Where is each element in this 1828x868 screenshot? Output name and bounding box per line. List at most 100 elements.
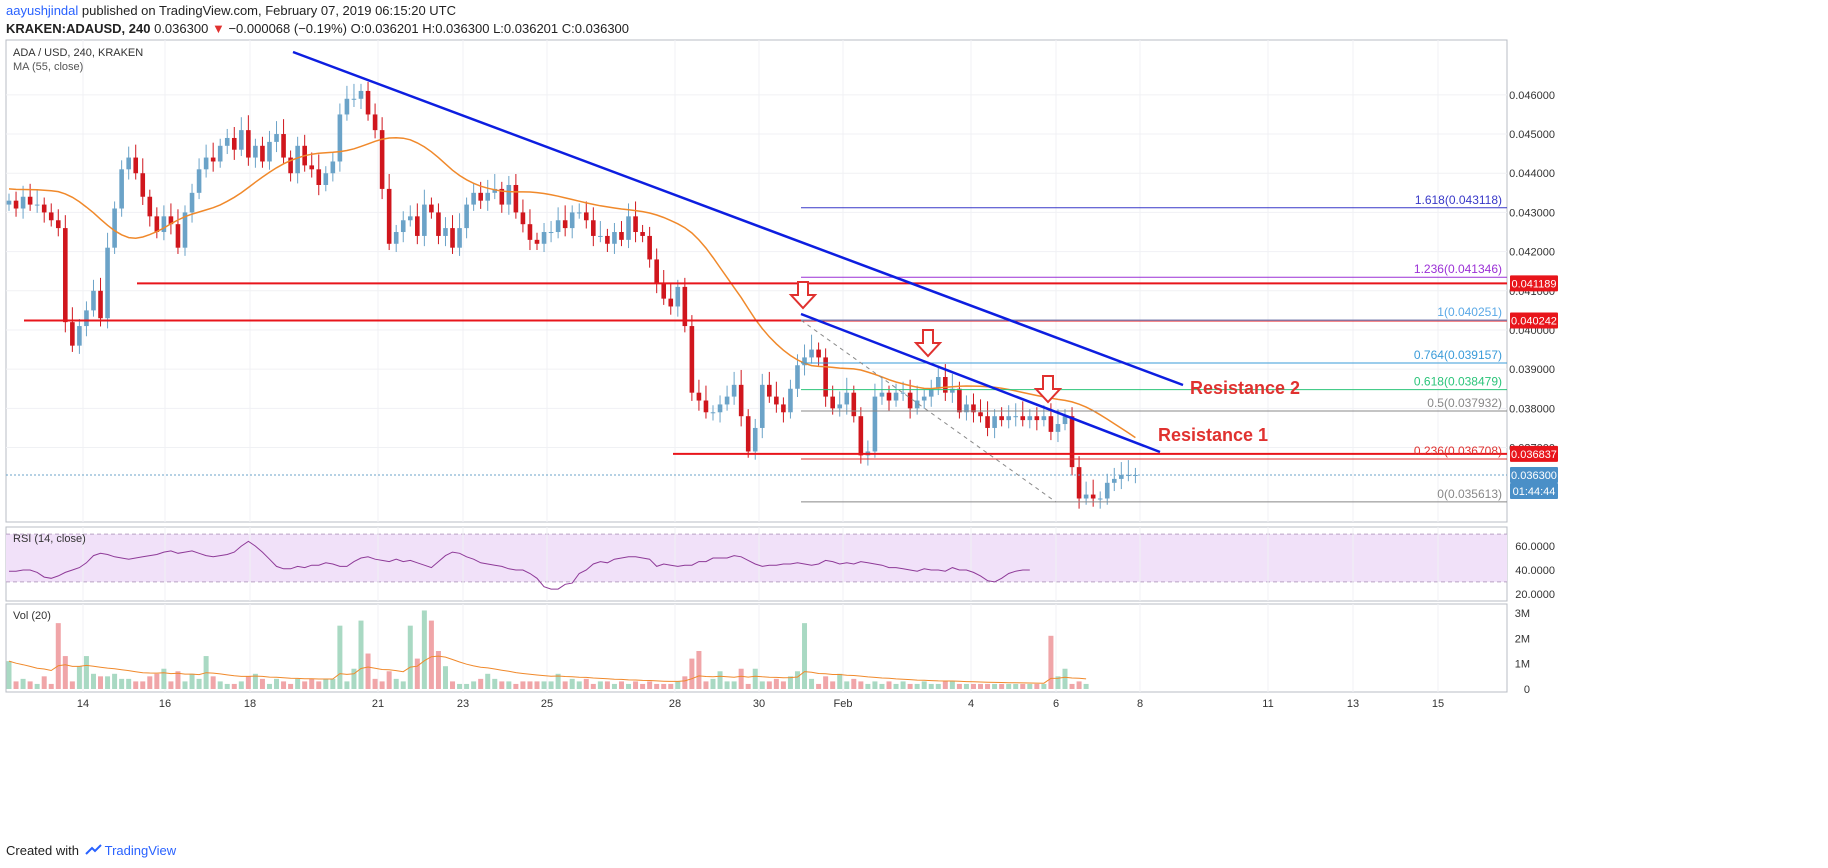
candle-body bbox=[471, 192, 476, 205]
candle-body bbox=[140, 173, 146, 197]
candle-body bbox=[1126, 474, 1131, 476]
volume-bar bbox=[133, 681, 139, 689]
candle-body bbox=[239, 130, 244, 150]
volume-bar bbox=[266, 683, 272, 689]
resistance-1-label: Resistance 1 bbox=[1158, 425, 1268, 445]
candle-body bbox=[851, 392, 857, 417]
volume-bar bbox=[555, 673, 561, 689]
y-tick-label: 0.046000 bbox=[1509, 90, 1555, 102]
volume-bar bbox=[1041, 683, 1047, 689]
rsi-band bbox=[6, 534, 1507, 582]
down-arrow-icon: ▼ bbox=[211, 21, 225, 36]
volume-bar bbox=[126, 678, 132, 689]
x-tick-label: 28 bbox=[669, 698, 681, 710]
volume-bar bbox=[956, 683, 962, 689]
candle-body bbox=[203, 157, 209, 170]
candle-body bbox=[6, 200, 12, 205]
volume-bar bbox=[935, 683, 941, 689]
y-tick-label: 0.042000 bbox=[1509, 247, 1555, 259]
candle-body bbox=[196, 169, 202, 193]
candle-body bbox=[682, 286, 688, 327]
candle-body bbox=[886, 392, 892, 401]
candle-body bbox=[379, 130, 385, 189]
volume-bar bbox=[168, 681, 174, 689]
candle-body bbox=[710, 412, 716, 414]
x-tick-label: Feb bbox=[834, 698, 853, 710]
candle-body bbox=[105, 247, 110, 319]
candle-body bbox=[914, 400, 920, 409]
volume-bar bbox=[400, 681, 406, 689]
volume-bar bbox=[590, 683, 596, 689]
candle-body bbox=[295, 145, 300, 174]
candle-body bbox=[492, 188, 498, 193]
candle-body bbox=[70, 322, 75, 346]
volume-bar bbox=[893, 683, 899, 689]
candle-body bbox=[935, 377, 941, 389]
candle-body bbox=[112, 208, 117, 248]
candle-body bbox=[816, 349, 821, 358]
tradingview-logo-icon bbox=[84, 844, 102, 855]
volume-bar bbox=[703, 681, 709, 689]
volume-tick-label: 3M bbox=[1515, 608, 1530, 620]
candle-body bbox=[907, 392, 913, 409]
price-badge-last-bg bbox=[1510, 466, 1558, 483]
rsi-tick-label: 40.0000 bbox=[1515, 565, 1555, 577]
volume-bar bbox=[450, 681, 456, 689]
fib-level-label: 0.764(0.039157) bbox=[1414, 348, 1502, 362]
candle-body bbox=[119, 169, 124, 209]
candle-body bbox=[499, 188, 505, 205]
volume-bar bbox=[633, 681, 639, 689]
fib-level-label: 1(0.040251) bbox=[1437, 305, 1502, 319]
candle-body bbox=[393, 232, 399, 244]
candle-body bbox=[20, 196, 26, 209]
candle-body bbox=[548, 232, 554, 234]
volume-bar bbox=[379, 681, 385, 689]
candle-body bbox=[457, 228, 462, 248]
candle-body bbox=[591, 220, 596, 236]
volume-bar bbox=[844, 681, 850, 689]
candle-body bbox=[1069, 416, 1075, 468]
candle-body bbox=[77, 326, 82, 346]
author-link[interactable]: aayushjindal bbox=[6, 3, 79, 18]
volume-ma-line bbox=[8, 655, 1087, 684]
candle-body bbox=[928, 388, 934, 397]
volume-bar bbox=[358, 620, 364, 689]
publish-info: published on TradingView.com, February 0… bbox=[81, 3, 457, 18]
candle-body bbox=[759, 384, 765, 428]
candle-body bbox=[34, 204, 40, 206]
candle-body bbox=[668, 298, 674, 307]
volume-bar bbox=[682, 676, 688, 689]
candle-body bbox=[48, 212, 54, 221]
volume-bar bbox=[252, 673, 258, 689]
volume-bar bbox=[562, 681, 568, 689]
candle-body bbox=[872, 396, 878, 452]
candle-body bbox=[541, 232, 547, 244]
volume-bar bbox=[597, 681, 603, 689]
candle-body bbox=[971, 404, 976, 413]
candle-body bbox=[323, 173, 329, 185]
volume-bar bbox=[1048, 635, 1054, 689]
volume-bar bbox=[520, 681, 526, 689]
volume-bar bbox=[921, 681, 927, 689]
volume-bar bbox=[1076, 681, 1082, 689]
candle-body bbox=[246, 130, 251, 158]
volume-bar bbox=[295, 678, 301, 689]
candle-body bbox=[407, 216, 413, 221]
volume-bar bbox=[372, 678, 378, 689]
volume-bar bbox=[696, 651, 702, 689]
volume-bar bbox=[83, 656, 89, 689]
volume-bar bbox=[90, 673, 96, 689]
fib-level-label: 0.618(0.038479) bbox=[1414, 375, 1502, 389]
candle-body bbox=[365, 90, 371, 115]
candle-body bbox=[309, 165, 315, 170]
volume-bar bbox=[548, 681, 554, 689]
volume-bar bbox=[288, 683, 294, 689]
x-tick-label: 8 bbox=[1137, 698, 1143, 710]
volume-bar bbox=[344, 681, 350, 689]
volume-bar bbox=[787, 676, 793, 689]
tradingview-link[interactable]: TradingView bbox=[104, 843, 177, 858]
candle-body bbox=[774, 396, 779, 405]
candle-body bbox=[351, 98, 357, 100]
volume-bar bbox=[724, 681, 730, 689]
